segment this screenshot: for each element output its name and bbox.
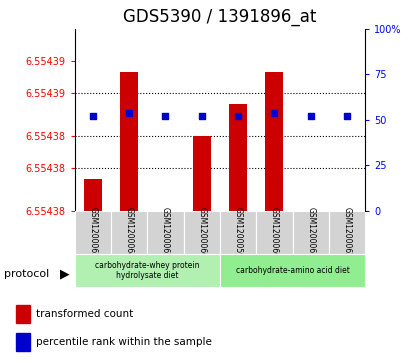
Text: percentile rank within the sample: percentile rank within the sample: [36, 337, 212, 347]
Bar: [183, 211, 220, 254]
Bar: [220, 211, 256, 254]
Bar: [75, 211, 111, 254]
Text: GSM1200064: GSM1200064: [124, 207, 134, 258]
Bar: [75, 254, 220, 287]
Text: protocol: protocol: [4, 269, 49, 279]
Text: GSM1200063: GSM1200063: [88, 207, 98, 258]
Bar: [329, 211, 365, 254]
Bar: [120, 72, 138, 211]
Point: [235, 113, 242, 119]
Text: carbohydrate-whey protein
hydrolysate diet: carbohydrate-whey protein hydrolysate di…: [95, 261, 200, 280]
Point: [162, 113, 169, 119]
Bar: [111, 211, 147, 254]
Text: transformed count: transformed count: [36, 309, 134, 319]
Point: [344, 113, 350, 119]
Point: [126, 110, 132, 115]
Bar: [265, 72, 283, 211]
Text: GSM1200059: GSM1200059: [234, 207, 243, 258]
Bar: [256, 211, 293, 254]
Text: GSM1200065: GSM1200065: [161, 207, 170, 258]
Bar: [16, 333, 30, 351]
Text: GSM1200061: GSM1200061: [306, 207, 315, 258]
Point: [198, 113, 205, 119]
Text: GSM1200066: GSM1200066: [197, 207, 206, 258]
Bar: [229, 104, 247, 211]
Point: [90, 113, 96, 119]
Bar: [293, 211, 329, 254]
Point: [308, 113, 314, 119]
Text: GSM1200062: GSM1200062: [342, 207, 352, 258]
Text: GSM1200060: GSM1200060: [270, 207, 279, 258]
Text: carbohydrate-amino acid diet: carbohydrate-amino acid diet: [236, 266, 349, 275]
Point: [271, 110, 278, 115]
Title: GDS5390 / 1391896_at: GDS5390 / 1391896_at: [123, 8, 317, 26]
Bar: [193, 136, 211, 211]
Bar: [220, 254, 365, 287]
Bar: [16, 305, 30, 323]
Bar: [147, 211, 183, 254]
Text: ▶: ▶: [59, 268, 69, 281]
Bar: [84, 179, 102, 211]
